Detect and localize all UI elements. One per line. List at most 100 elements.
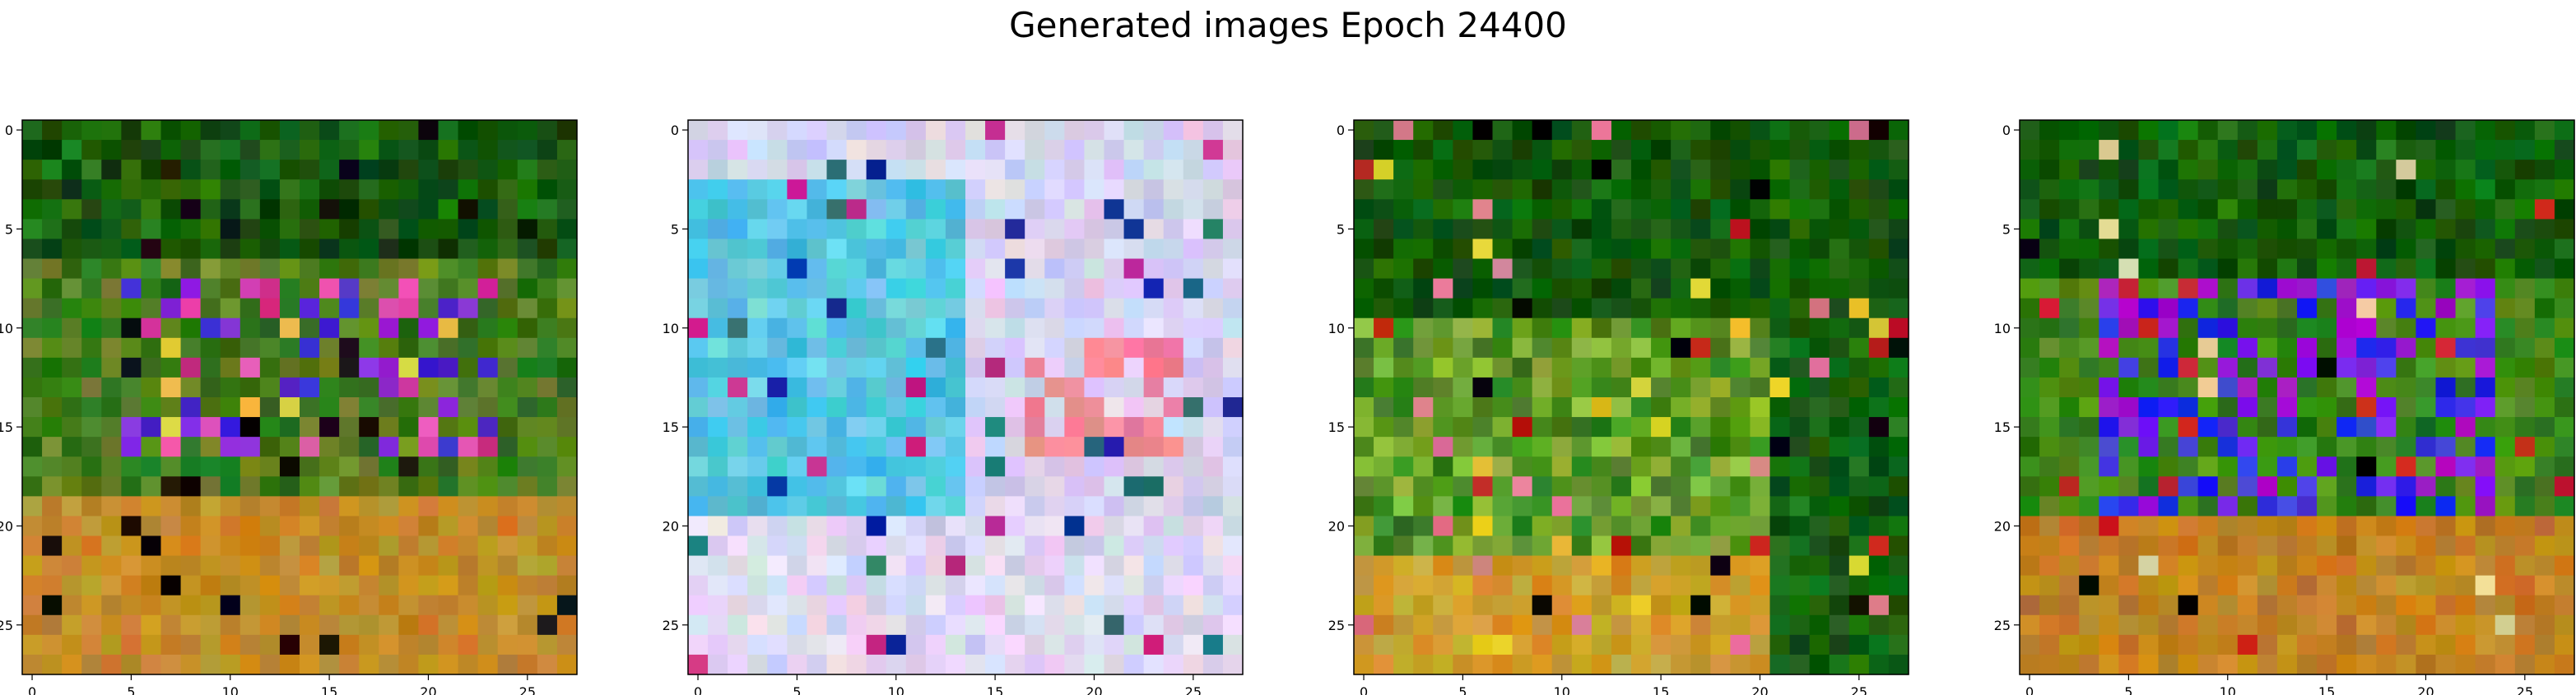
heatmap-cell [1123, 634, 1145, 656]
y-tick-label: 10 [0, 321, 13, 336]
heatmap-cell [22, 437, 43, 457]
heatmap-cell [1453, 456, 1474, 477]
heatmap-cell [2237, 595, 2258, 616]
heatmap-cell [1104, 516, 1125, 537]
heatmap-cell [945, 120, 966, 141]
heatmap-cell [517, 595, 538, 616]
heatmap-cell [925, 437, 946, 457]
heatmap-cell [458, 239, 479, 260]
heatmap-cell [339, 595, 360, 616]
heatmap-cell [2079, 337, 2099, 359]
heatmap-cell [1084, 239, 1105, 260]
heatmap-cell [1005, 417, 1025, 438]
heatmap-cell [2138, 377, 2160, 398]
heatmap-cell [1064, 140, 1086, 160]
heatmap-cell [398, 476, 420, 497]
heatmap-cell [2276, 357, 2298, 378]
heatmap-cell [1104, 555, 1125, 577]
heatmap-cell [2178, 614, 2199, 636]
heatmap-cell [1453, 575, 1474, 596]
heatmap-cell [2396, 239, 2417, 260]
heatmap-cell [2514, 496, 2536, 517]
heatmap-cell [1143, 337, 1165, 359]
heatmap-cell [2554, 614, 2575, 636]
heatmap-cell [2118, 654, 2140, 675]
heatmap-cell [1354, 258, 1374, 280]
heatmap-cell [2376, 456, 2397, 477]
heatmap-cell [1829, 219, 1850, 240]
heatmap-cell [1472, 317, 1494, 339]
heatmap-cell [1064, 357, 1086, 378]
heatmap-cell [398, 239, 420, 260]
heatmap-cell [418, 397, 439, 418]
x-tick-label: 10 [222, 684, 239, 695]
heatmap-cell [905, 357, 927, 378]
heatmap-cell [220, 575, 241, 596]
heatmap-cell [767, 437, 788, 457]
heatmap-cell [1611, 535, 1632, 557]
heatmap-cell [1769, 357, 1791, 378]
heatmap-cell [438, 357, 459, 378]
heatmap-cell [826, 634, 848, 656]
heatmap-cell [886, 417, 907, 438]
heatmap-cell [2217, 476, 2239, 497]
heatmap-cell [81, 298, 102, 319]
heatmap-cell [1025, 219, 1045, 240]
heatmap-cell [339, 219, 360, 240]
heatmap-cell [1393, 614, 1414, 636]
heatmap-cell [2376, 575, 2397, 596]
heatmap-cell [2317, 496, 2337, 517]
heatmap-cell [2435, 437, 2457, 457]
heatmap-cell [379, 258, 399, 280]
heatmap-cell [180, 654, 202, 675]
heatmap-cell [846, 179, 867, 200]
heatmap-cell [62, 258, 82, 280]
heatmap-cell [22, 179, 43, 200]
heatmap-cell [1690, 219, 1711, 240]
heatmap-cell [2257, 575, 2278, 596]
heatmap-cell [846, 140, 867, 160]
heatmap-cell [1064, 456, 1086, 477]
heatmap-cell [2257, 199, 2278, 220]
heatmap-cell [1453, 179, 1474, 200]
heatmap-cell [747, 278, 768, 299]
heatmap-cell [1183, 298, 1204, 319]
heatmap-cell [2217, 575, 2239, 596]
heatmap-cell [1433, 219, 1453, 240]
heatmap-cell [2197, 258, 2219, 280]
heatmap-cell [1084, 298, 1105, 319]
heatmap-cell [1492, 654, 1514, 675]
heatmap-cell [2099, 535, 2119, 557]
heatmap-cell [1393, 476, 1414, 497]
heatmap-cell [1183, 397, 1204, 418]
heatmap-cell [708, 555, 728, 577]
heatmap-cell [1750, 357, 1771, 378]
heatmap-cell [2554, 179, 2575, 200]
heatmap-cell [438, 258, 459, 280]
heatmap-cell [42, 575, 63, 596]
heatmap-cell [846, 278, 867, 299]
heatmap-cell [747, 417, 768, 438]
heatmap-cell [2099, 496, 2119, 517]
heatmap-cell [339, 634, 360, 656]
heatmap-cell [1453, 278, 1474, 299]
heatmap-cell [1433, 160, 1453, 180]
heatmap-cell [1809, 337, 1830, 359]
heatmap-cell [1104, 278, 1125, 299]
heatmap-cell [1611, 179, 1632, 200]
heatmap-cell [1651, 278, 1672, 299]
heatmap-cell [2297, 258, 2318, 280]
heatmap-cell [279, 535, 300, 557]
heatmap-cell [81, 140, 102, 160]
heatmap-cell [1123, 575, 1145, 596]
heatmap-cell [1472, 496, 1494, 517]
heatmap-cell [1809, 239, 1830, 260]
heatmap-cell [101, 258, 122, 280]
heatmap-cell [1044, 179, 1065, 200]
heatmap-cell [1591, 595, 1612, 616]
heatmap-cell [1591, 555, 1612, 577]
heatmap-cell [379, 535, 399, 557]
heatmap-cell [141, 317, 162, 339]
heatmap-cell [965, 357, 986, 378]
heatmap-cell [1413, 357, 1434, 378]
